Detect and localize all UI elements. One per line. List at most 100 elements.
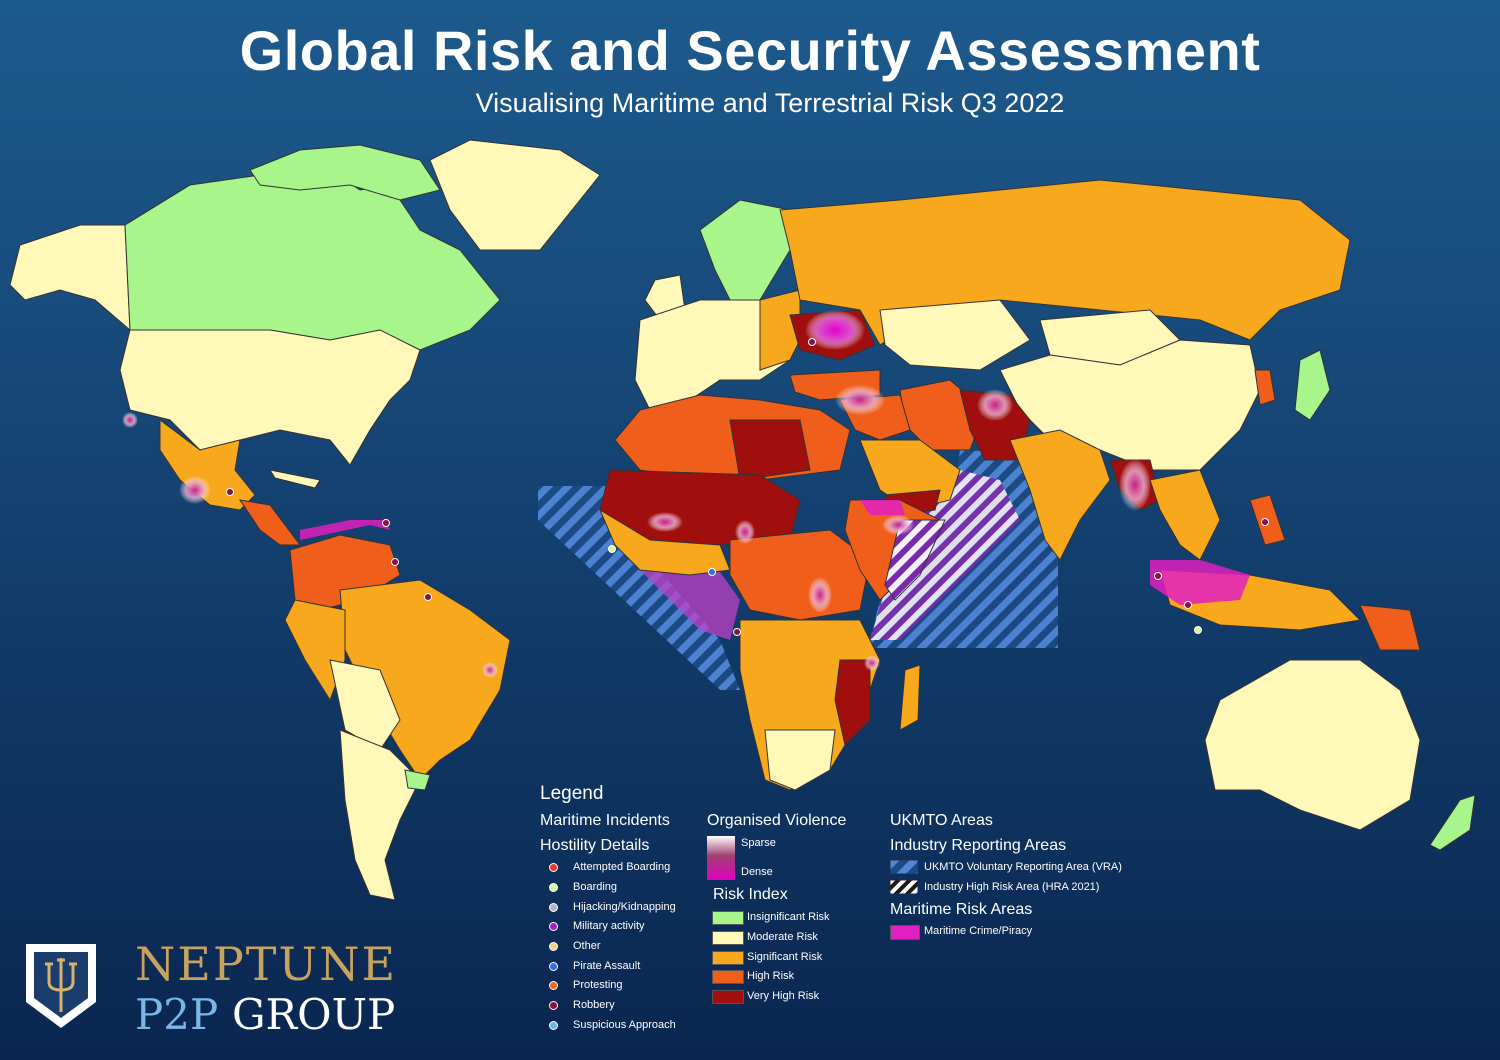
incident-dot	[808, 338, 816, 346]
country-western-europe	[634, 299, 791, 411]
legend-item-suspicious-approach: Suspicious Approach	[573, 1019, 676, 1031]
legend-dot-4	[549, 942, 558, 951]
risk-item-very-high: Very High Risk	[747, 990, 820, 1002]
organised-violence-heading: Organised Violence	[707, 812, 847, 829]
violence-hotspot-afghanistan	[977, 389, 1013, 421]
violence-hotspot-myanmar	[1119, 459, 1151, 511]
country-russia	[779, 179, 1351, 346]
country-scandinavia	[699, 199, 791, 301]
risk-item-significant: Significant Risk	[747, 951, 823, 963]
incident-dot	[391, 558, 399, 566]
maritime-crime-malacca	[1150, 560, 1250, 605]
country-korea	[1254, 369, 1276, 406]
maritime-incidents-heading: Maritime Incidents	[540, 812, 670, 829]
legend-item-attempted-boarding: Attempted Boarding	[573, 861, 671, 873]
violence-hotspot-sahel	[647, 512, 683, 532]
violence-hotspot-usa-border	[122, 412, 138, 428]
incident-dot	[382, 519, 390, 527]
gulf-of-guinea-crime-area	[640, 570, 740, 640]
violence-sparse-label: Sparse	[741, 837, 776, 849]
hostility-details-heading: Hostility Details	[540, 837, 650, 854]
logo-neptune-text: NEPTUNE	[135, 937, 398, 991]
risk-index-heading: Risk Index	[713, 886, 788, 903]
risk-swatch-4	[712, 990, 744, 1004]
industry-reporting-heading: Industry Reporting Areas	[890, 837, 1067, 854]
legend-dot-6	[549, 981, 558, 990]
violence-hotspot-brazil	[482, 662, 498, 678]
country-australia	[1204, 659, 1421, 831]
country-new-zealand	[1429, 794, 1476, 851]
hra-swatch	[890, 880, 918, 894]
legend-dot-2	[549, 903, 558, 912]
legend-item-protesting: Protesting	[573, 979, 623, 991]
legend-item-other: Other	[573, 940, 601, 952]
violence-hotspot-ukraine	[805, 310, 865, 350]
risk-swatch-0	[712, 911, 744, 925]
incident-dot	[1154, 572, 1162, 580]
country-libya	[729, 419, 811, 481]
incident-dot	[1261, 518, 1269, 526]
risk-item-moderate: Moderate Risk	[747, 931, 818, 943]
country-usa	[119, 329, 421, 466]
country-canada	[124, 169, 501, 351]
country-southeast-asia	[1149, 469, 1221, 561]
risk-item-high: High Risk	[747, 970, 795, 982]
country-somalia	[884, 519, 946, 601]
maritime-crime-label: Maritime Crime/Piracy	[924, 925, 1033, 937]
ukmto-heading: UKMTO Areas	[890, 812, 993, 829]
country-argentina-chile	[339, 729, 421, 901]
country-south-africa-south	[764, 729, 836, 791]
risk-swatch-2	[712, 951, 744, 965]
map-title: Global Risk and Security Assessment	[239, 19, 1261, 82]
country-central-africa	[729, 529, 871, 621]
vra-swatch	[890, 860, 918, 874]
legend-dot-5	[549, 962, 558, 971]
violence-hotspot-mozambique	[864, 655, 880, 671]
incident-dot	[708, 568, 716, 576]
hra-label: Industry High Risk Area (HRA 2021)	[924, 881, 1100, 893]
logo-p2p-text: P2P	[135, 990, 219, 1039]
country-eastern-europe	[759, 289, 801, 371]
legend-item-military: Military activity	[573, 920, 645, 932]
violence-dense-label: Dense	[741, 866, 773, 878]
country-greenland	[429, 139, 601, 251]
ukmto-vra-area	[538, 486, 740, 690]
country-kazakhstan	[879, 299, 1031, 371]
legend-dot-8	[549, 1021, 558, 1030]
maritime-crime-swatch	[890, 925, 920, 940]
country-bolivia-paraguay	[329, 659, 401, 751]
country-madagascar	[899, 664, 921, 731]
maritime-crime-red-sea	[860, 500, 905, 515]
violence-hotspot-somalia	[882, 515, 914, 535]
legend-item-robbery: Robbery	[573, 999, 615, 1011]
legend-dot-3	[549, 922, 558, 931]
incident-dot	[1184, 601, 1192, 609]
incident-dot	[424, 593, 432, 601]
country-papua-new-guinea	[1359, 604, 1421, 651]
vra-label: UKMTO Voluntary Reporting Area (VRA)	[924, 861, 1122, 873]
country-cuba	[268, 469, 321, 489]
incident-dot	[608, 545, 616, 553]
country-india	[1009, 429, 1111, 561]
risk-swatch-1	[712, 931, 744, 945]
violence-hotspot-nigeria	[735, 520, 755, 544]
legend-dot-0	[549, 863, 558, 872]
country-canada-islands	[249, 144, 441, 201]
risk-swatch-3	[712, 970, 744, 984]
country-central-america	[238, 499, 301, 546]
violence-hotspot-congo	[808, 577, 832, 613]
maritime-risk-heading: Maritime Risk Areas	[890, 901, 1033, 918]
country-japan	[1294, 349, 1331, 421]
hra-area	[870, 470, 1020, 640]
maritime-crime-caribbean	[300, 520, 390, 540]
legend-item-boarding: Boarding	[573, 881, 618, 893]
legend-item-hijacking: Hijacking/Kidnapping	[573, 901, 676, 913]
map-subtitle: Visualising Maritime and Terrestrial Ris…	[475, 88, 1065, 118]
country-peru	[284, 599, 346, 702]
risk-item-insignificant: Insignificant Risk	[747, 911, 830, 923]
incident-dot	[1194, 626, 1202, 634]
country-alaska	[9, 224, 131, 332]
violence-hotspot-syria	[835, 385, 885, 415]
neptune-shield-logo	[26, 944, 96, 1028]
